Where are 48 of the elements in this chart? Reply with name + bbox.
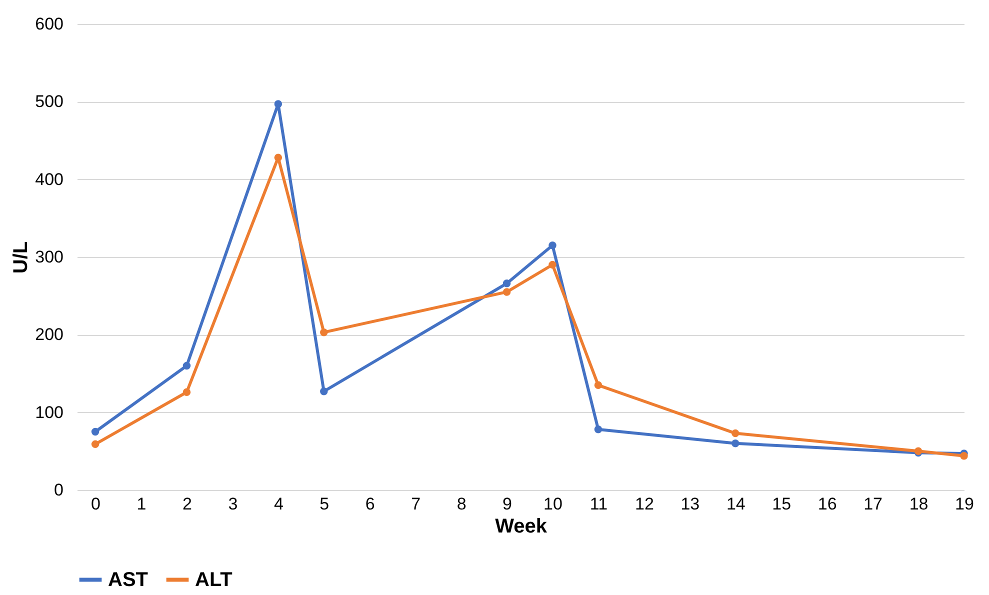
point bbox=[594, 381, 602, 390]
point bbox=[182, 388, 191, 396]
x-tick-label: 2 bbox=[182, 494, 192, 514]
x-tick-label: 1 bbox=[136, 494, 146, 514]
y-tick-label: 100 bbox=[35, 402, 64, 422]
point bbox=[274, 100, 282, 108]
y-tick-label: 0 bbox=[54, 480, 64, 500]
x-tick-label: 9 bbox=[502, 494, 512, 514]
x-tick-label: 3 bbox=[228, 494, 238, 514]
x-tick-label: 19 bbox=[955, 494, 974, 514]
x-tick-label: 15 bbox=[772, 494, 792, 514]
point bbox=[548, 260, 556, 269]
y-tick-label: 600 bbox=[35, 14, 64, 34]
point bbox=[960, 452, 968, 460]
x-tick-label: 16 bbox=[818, 494, 837, 514]
point bbox=[320, 328, 328, 336]
x-axis-title: Week bbox=[495, 516, 548, 538]
point bbox=[732, 440, 740, 448]
legend-label: AST bbox=[108, 568, 148, 591]
y-tick-label: 500 bbox=[35, 92, 64, 112]
x-tick-label: 8 bbox=[456, 494, 466, 514]
point bbox=[274, 154, 282, 162]
y-tick-label: 200 bbox=[35, 325, 64, 344]
y-tick-label: 400 bbox=[35, 170, 64, 189]
x-tick-label: 18 bbox=[909, 494, 928, 514]
point bbox=[502, 280, 511, 288]
x-tick-label: 4 bbox=[274, 494, 284, 514]
point bbox=[320, 388, 328, 396]
y-tick-label: 300 bbox=[35, 248, 64, 266]
point bbox=[182, 362, 191, 370]
x-tick-label: 14 bbox=[726, 494, 746, 514]
point bbox=[91, 440, 100, 448]
x-tick-label: 0 bbox=[91, 494, 101, 514]
point bbox=[91, 428, 100, 436]
x-tick-label: 13 bbox=[680, 494, 700, 514]
x-tick-label: 7 bbox=[411, 494, 421, 514]
point bbox=[548, 241, 556, 250]
y-axis-title: U/L bbox=[10, 241, 32, 274]
x-tick-label: 5 bbox=[320, 494, 330, 514]
point bbox=[594, 426, 602, 434]
x-tick-label: 11 bbox=[590, 494, 608, 514]
x-tick-label: 12 bbox=[634, 494, 654, 514]
legend-label: ALT bbox=[195, 568, 232, 591]
x-tick-label: 6 bbox=[365, 494, 375, 514]
point bbox=[502, 288, 511, 296]
x-tick-label: 17 bbox=[864, 494, 883, 514]
x-tick-label: 10 bbox=[544, 494, 562, 514]
point bbox=[732, 429, 740, 438]
